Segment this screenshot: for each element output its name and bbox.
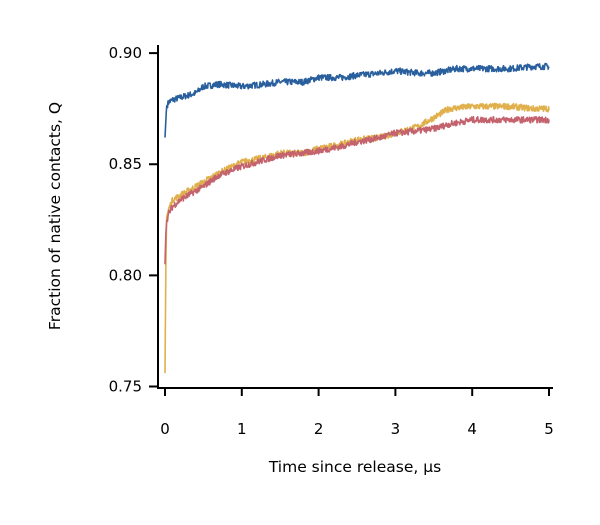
series-line-1 xyxy=(164,62,550,138)
y-axis-label: Fraction of native contacts, Q xyxy=(46,102,64,330)
ticks-layer: 0 1 2 3 4 5 0.75 0.80 0.85 0.90 xyxy=(109,44,554,438)
x-tick-label-3: 3 xyxy=(391,420,401,438)
axes-layer xyxy=(157,45,553,389)
y-tick-label-3: 0.90 xyxy=(109,44,142,62)
x-tick-label-2: 2 xyxy=(314,420,324,438)
x-tick-label-0: 0 xyxy=(160,420,170,438)
x-tick-label-4: 4 xyxy=(467,420,477,438)
series-line-3 xyxy=(164,115,550,265)
series-line-2 xyxy=(164,102,550,374)
x-tick-label-1: 1 xyxy=(237,420,247,438)
x-axis-label: Time since release, μs xyxy=(268,458,441,476)
y-tick-label-1: 0.80 xyxy=(109,266,142,284)
series-layer xyxy=(164,62,550,374)
y-tick-label-2: 0.85 xyxy=(109,155,142,173)
x-tick-label-5: 5 xyxy=(544,420,554,438)
y-tick-label-0: 0.75 xyxy=(109,378,142,396)
